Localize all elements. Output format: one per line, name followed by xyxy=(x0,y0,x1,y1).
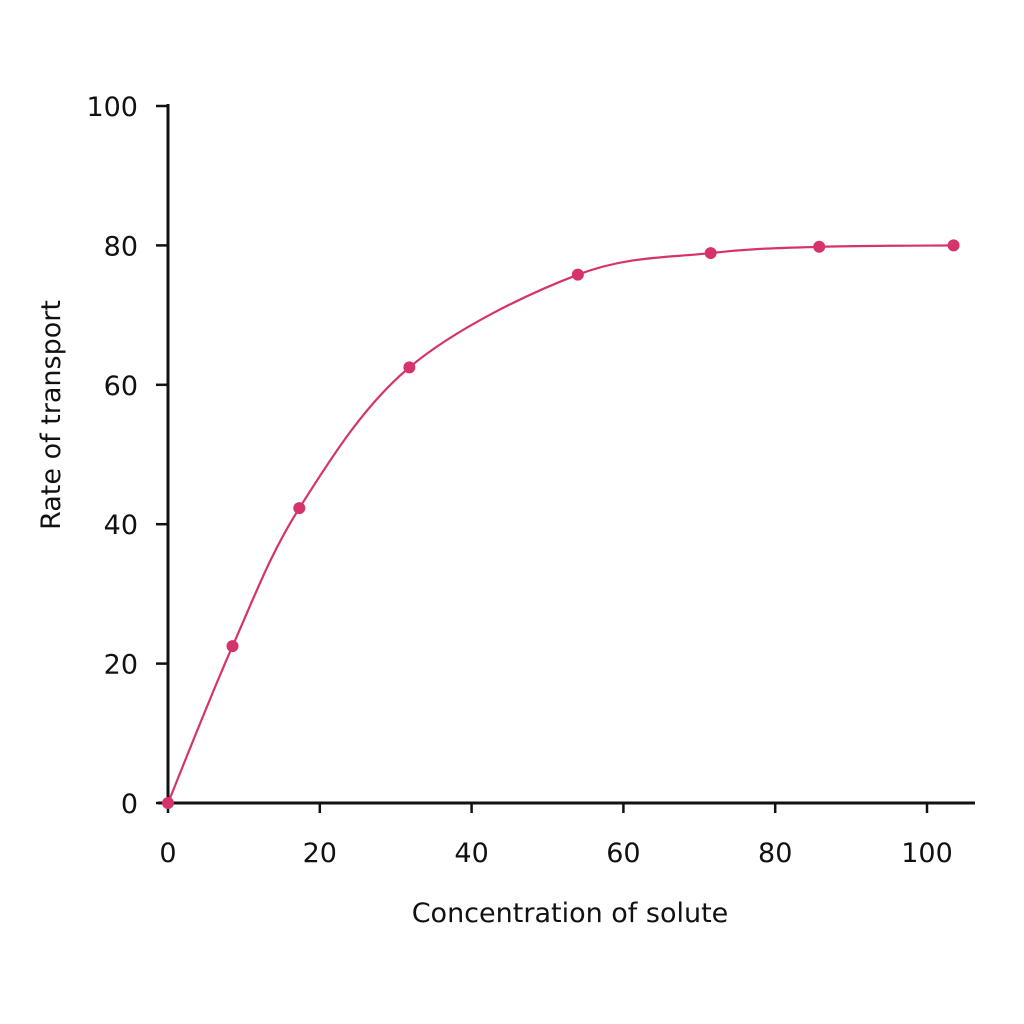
x-tick-label: 40 xyxy=(454,838,488,869)
data-point xyxy=(704,247,717,260)
data-point xyxy=(162,797,174,809)
x-tick-label: 60 xyxy=(606,838,640,869)
data-point xyxy=(293,502,306,515)
saturation-curve xyxy=(166,244,954,804)
x-axis-title: Concentration of solute xyxy=(412,898,729,929)
data-point xyxy=(947,239,960,252)
data-point xyxy=(403,361,416,374)
data-point xyxy=(226,640,239,653)
y-tick-label: 80 xyxy=(104,231,138,262)
data-points xyxy=(162,239,960,809)
ticks xyxy=(156,104,929,813)
y-tick-label: 100 xyxy=(86,92,138,123)
y-axis-title: Rate of transport xyxy=(36,300,67,530)
data-point xyxy=(813,240,826,253)
y-tick-label: 40 xyxy=(104,510,138,541)
y-tick-label: 60 xyxy=(104,371,138,402)
x-tick-label: 80 xyxy=(758,838,792,869)
x-tick-label: 0 xyxy=(159,838,176,869)
x-tick-label: 20 xyxy=(303,838,337,869)
tick-labels: 0 20 40 60 80 100 0 20 40 60 80 100 xyxy=(86,92,952,869)
y-tick-label: 20 xyxy=(104,650,138,681)
y-tick-label: 0 xyxy=(121,789,138,820)
axes xyxy=(158,104,975,805)
x-tick-label: 100 xyxy=(901,838,953,869)
data-point xyxy=(571,268,584,281)
